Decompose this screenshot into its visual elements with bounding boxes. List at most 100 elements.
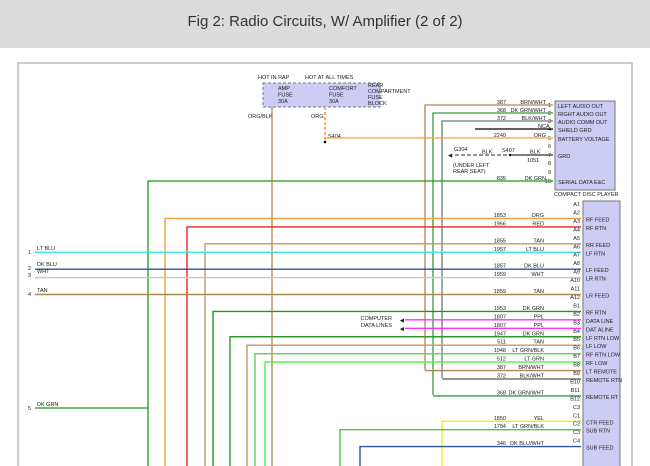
wire-circuit-label: 372	[497, 116, 506, 122]
cd-pin-number: 5	[548, 136, 551, 142]
wire-color-label: BRN/WHT	[520, 100, 546, 106]
wire-circuit-label: 1956	[494, 221, 506, 227]
cd-pin-label: RIGHT AUDIO OUT	[558, 112, 607, 118]
cd-player-name: COMPACT DISC PLAYER	[554, 192, 619, 198]
cd-pin-label: SERIAL DATA E&C	[558, 180, 605, 186]
comfort-fuse-label: COMFORT	[329, 86, 357, 92]
cd-pin-label: BATTERY VOLTAGE	[558, 137, 610, 143]
amp-pin-number: A5	[573, 236, 580, 242]
left-pin-number: 2	[28, 266, 31, 272]
comfort-fuse-label: 30A	[329, 99, 339, 105]
fuse-block-label: FUSE	[368, 95, 383, 101]
fuse-block-label: BLOCK	[368, 101, 387, 107]
wire-circuit-label: 1807	[494, 323, 506, 329]
header: Fig 2: Radio Circuits, W/ Amplifier (2 o…	[0, 0, 650, 48]
wire-color-label: YEL	[534, 416, 544, 422]
wire-color-label: BLK/WHT	[522, 116, 547, 122]
wire-circuit-label: 512	[497, 357, 506, 363]
wire-color-label: DK GRN/WHT	[511, 108, 547, 114]
wire-circuit-label: 1948	[494, 348, 506, 354]
page-title: Fig 2: Radio Circuits, W/ Amplifier (2 o…	[187, 13, 463, 30]
wire-color-label: DK GRN	[525, 176, 546, 182]
amp-pin-number: B9	[573, 371, 580, 377]
wire-circuit-label: 1857	[494, 264, 506, 270]
ground-note: REAR SEAT)	[453, 169, 486, 175]
wire-circuit-label: 1051	[527, 158, 539, 164]
amp-pin-number: A11	[571, 287, 580, 293]
amp-fuse-label: FUSE	[278, 93, 293, 99]
cd-pin-number: 6	[548, 144, 551, 150]
amp-pin-label: LF FEED	[586, 268, 609, 274]
amp-pin-number: B3	[573, 320, 580, 326]
cd-pin-number: 4	[548, 127, 551, 133]
amp-pin-label: DATA LINE	[586, 319, 614, 325]
wire-color-label: ORG	[531, 213, 544, 219]
cd-pin-number: 7	[548, 153, 551, 159]
wire-color-label: BLK	[530, 150, 541, 156]
wire-color-label: PPL	[534, 323, 544, 329]
wire-circuit-label: 1953	[494, 306, 506, 312]
amp-pin-number: C3	[573, 430, 580, 436]
wire-color-label: LT BLU	[526, 247, 544, 253]
amp-pin-label: RF LOW	[586, 361, 608, 367]
amp-pin-label: LT REMOTE	[586, 370, 617, 376]
wire-1784	[339, 429, 581, 466]
amp-fuse-label: 30A	[278, 99, 288, 105]
wire-512	[264, 361, 581, 466]
amp-pin-number: B8	[573, 363, 580, 369]
wire-circuit-label: 1807	[494, 314, 506, 320]
amp-pin-number: B1	[573, 303, 580, 309]
hot-label-1: HOT IN RAP	[258, 75, 290, 81]
amp-fuse-label: AMP	[278, 86, 290, 92]
amp-pin-number: C2	[573, 422, 580, 428]
amp-pin-label: SUB FEED	[586, 446, 614, 452]
cd-pin-number: 1	[548, 103, 551, 109]
amp-pin-number: A8	[573, 261, 580, 267]
amp-pin-label: REMOTE RTN	[586, 378, 622, 384]
amp-pin-label: REMOTE RT	[586, 395, 619, 401]
amp-pin-number: B11	[571, 388, 580, 394]
wire-circuit-label: 387	[497, 100, 506, 106]
wire-circuit-label: 511	[497, 340, 506, 346]
cd-pin-label: SHIELD GRD	[558, 128, 592, 134]
amp-pin-label: RF FEED	[586, 217, 610, 223]
splice-dot	[323, 140, 327, 144]
cd-player-box	[554, 100, 616, 191]
wire-circuit-label: 368	[497, 108, 506, 114]
wire-color-label: DK BLU	[524, 264, 544, 270]
cd-pin-number: 8	[548, 161, 551, 167]
amp-pin-number: A12	[570, 295, 580, 301]
splice-s407: S407	[502, 148, 515, 154]
wire-circuit-label: 387	[497, 365, 506, 371]
wire-835	[147, 180, 553, 466]
amp-pin-number: A7	[573, 253, 580, 259]
amp-pin-label: RF RTN LOW	[586, 353, 621, 359]
wire-color-label: TAN	[533, 289, 544, 295]
amp-pin-number: A6	[573, 244, 580, 250]
cd-pin-label: AUDIO COMM OUT	[558, 120, 608, 126]
wire-368	[432, 112, 553, 395]
wire-circuit-label: 372	[497, 374, 506, 380]
amp-pin-label: RF RTN	[586, 226, 606, 232]
wire-372	[441, 120, 553, 378]
amp-pin-number: A10	[570, 278, 580, 284]
wire-circuit-label: 1855	[494, 238, 506, 244]
cd-pin-number: 2	[548, 111, 551, 117]
hot-label-2: HOT AT ALL TIMES	[305, 75, 354, 81]
amp-pin-label: LF LOW	[586, 344, 607, 350]
wire-circuit-label: 1859	[494, 289, 506, 295]
amp-pin-number: A2	[573, 210, 580, 216]
wire-color-label: TAN	[533, 238, 544, 244]
arrow-icon: ◀	[400, 318, 405, 324]
wire-label-orgblk: ORG/BLK	[248, 114, 273, 120]
left-wire-label: TAN	[37, 288, 48, 294]
cd-pin-number: 3	[548, 119, 551, 125]
amp-pin-label: DAT ALINE	[586, 327, 614, 333]
wire-color-label: LT GRN	[524, 357, 544, 363]
amp-pin-number: A1	[573, 202, 580, 208]
ground-icon: ◀	[448, 153, 453, 159]
wire-387	[424, 104, 553, 370]
wire-1948	[254, 352, 581, 466]
wire-346	[359, 445, 581, 466]
amp-pin-number: A4	[573, 227, 580, 233]
